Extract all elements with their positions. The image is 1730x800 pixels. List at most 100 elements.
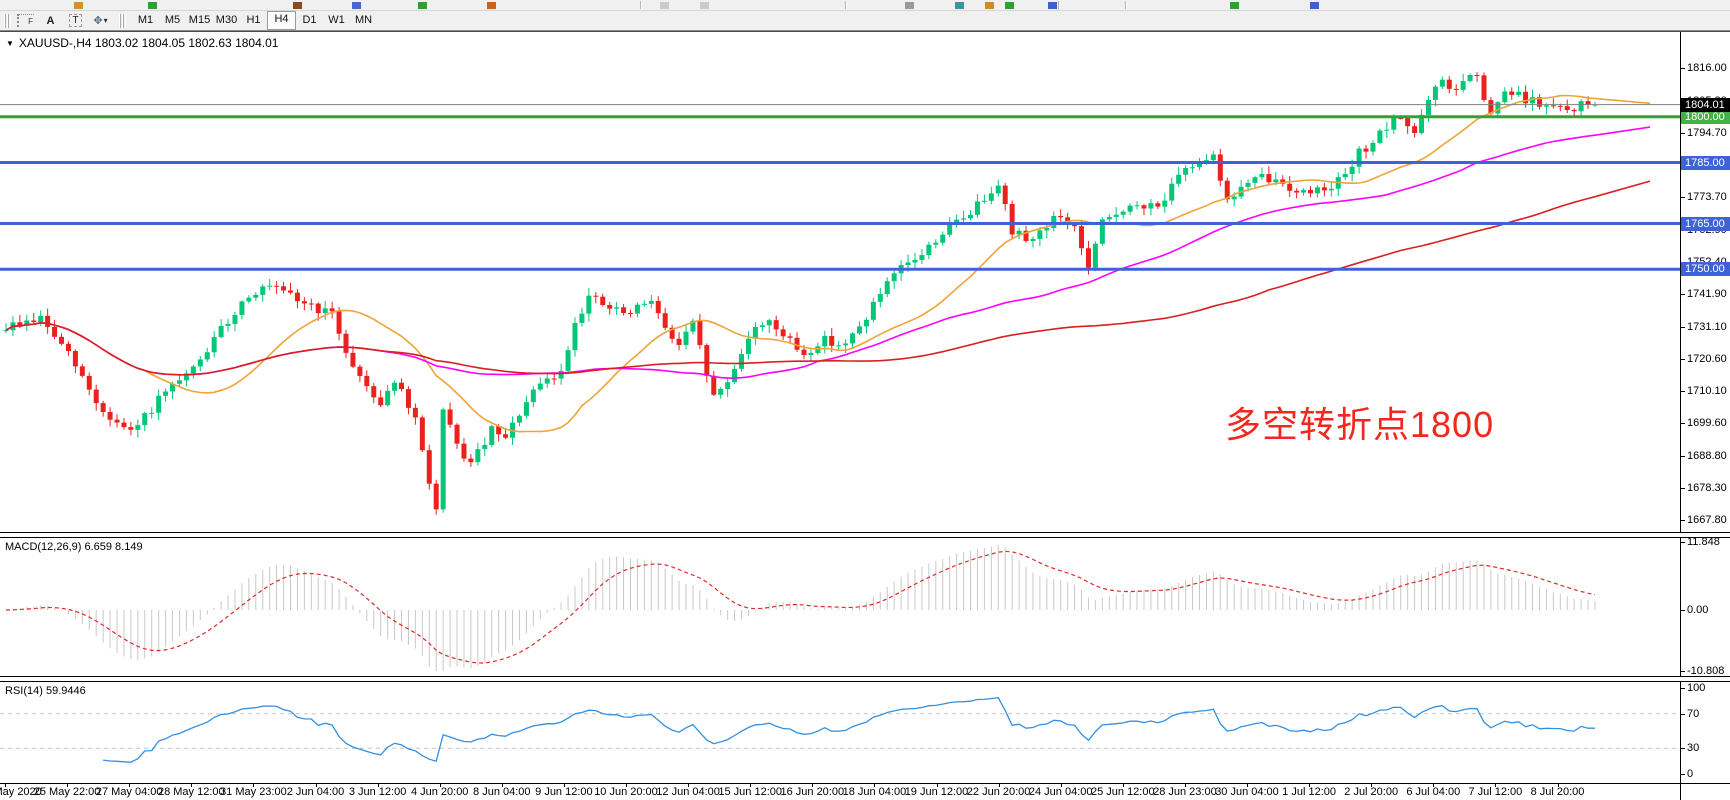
clipped-toolbar-icon [955,2,964,9]
time-tick-mark [998,784,1000,787]
clipped-toolbar-icon [905,2,914,9]
timeframe-M15[interactable]: M15 [188,14,211,26]
macd-tick-mark [1681,542,1685,543]
time-tick-mark [1122,784,1124,787]
macd-svg [5,545,1596,671]
time-tick-mark [874,784,876,787]
timeframe-W1[interactable]: W1 [328,14,345,26]
rsi-tick-label: 0 [1687,768,1694,780]
time-label: 3 Jun 12:00 [348,786,407,798]
text-label-icon: T [69,14,82,27]
time-label: 27 May 04:00 [95,786,163,798]
price-tick-mark [1681,68,1685,69]
time-label: 24 Jun 04:00 [1028,786,1093,798]
toolbar-drag-handle[interactable] [119,13,126,28]
clipped-toolbar-icon [352,2,361,9]
macd-tick-mark [1681,610,1685,611]
timeframe-D1[interactable]: D1 [302,14,317,26]
timeframe-MN[interactable]: MN [354,14,373,26]
rsi-line [103,697,1595,763]
time-label: 7 Jul 12:00 [1468,786,1523,798]
time-label: 15 Jun 12:00 [718,786,782,798]
time-label: 28 May 12:00 [157,786,225,798]
time-label: 2 Jun 04:00 [286,786,345,798]
time-label: 12 Jun 04:00 [656,786,720,798]
timeframe-buttons: M1 M5 M15 M30 H1 H4 D1 W1 MN [132,11,377,30]
rsi-tick-mark [1681,688,1685,689]
time-label: 22 Jun 20:00 [966,786,1031,798]
fibonacci-icon: F [17,14,34,27]
macd-label: MACD(12,26,9) 6.659 8.149 [5,541,143,553]
rsi-canvas[interactable]: RSI(14) 59.9446 [0,682,1680,783]
text-tool-button[interactable]: A [39,13,62,29]
time-label: 1 Jul 12:00 [1282,786,1336,798]
rsi-tick-mark [1681,748,1685,750]
panel-separator[interactable] [0,676,1730,682]
macd-canvas[interactable]: MACD(12,26,9) 6.659 8.149 [0,538,1680,676]
toolbar-drag-handle[interactable] [4,13,11,28]
timeframe-M5[interactable]: M5 [164,14,181,26]
line-studies-and-timeframe-toolbar: F A T ✥ ▾ M1 M5 M15 M30 H1 H4 D1 W1 MN [0,11,1730,31]
chevron-down-icon: ▾ [103,16,108,25]
time-label: 31 May 23:00 [220,786,287,798]
timeframe-H4[interactable]: H4 [267,11,296,30]
clipped-toolbar-icon [293,2,302,9]
panel-separator[interactable] [0,532,1730,538]
toolbar-separator [1058,1,1059,9]
fibonacci-tool-button[interactable]: F [14,13,37,29]
time-tick-mark [688,784,690,787]
clipped-toolbar-icon [1230,2,1239,9]
chart-symbol-title: ▼ XAUUSD-,H4 1803.02 1804.05 1802.63 180… [6,36,278,50]
time-label: 30 Jun 04:00 [1215,786,1279,798]
time-tick-mark [191,784,193,787]
time-label: 4 Jun 20:00 [410,786,469,798]
timeframe-H1[interactable]: H1 [246,14,261,26]
price-tick-label: 1794.70 [1687,126,1727,139]
time-label: 2 Jul 20:00 [1344,786,1399,798]
price-tick-mark [1681,390,1685,392]
time-label: 8 Jun 04:00 [473,786,531,798]
time-tick-mark [1060,784,1062,787]
price-tick-mark [1681,520,1685,521]
main-chart-canvas[interactable]: ▼ XAUUSD-,H4 1803.02 1804.05 1802.63 180… [0,32,1680,532]
rsi-svg [0,697,1680,763]
macd-tick-mark [1681,671,1685,672]
macd-axis: 11.848 0.00 -10.808 [1680,538,1730,676]
macd-tick-label: -10.808 [1687,665,1725,676]
price-tick-label: 1720.60 [1687,352,1727,365]
chart-title-text: XAUUSD-,H4 1803.02 1804.05 1802.63 1804.… [18,36,279,50]
chart-window: ▼ XAUUSD-,H4 1803.02 1804.05 1802.63 180… [0,31,1730,800]
clipped-toolbar-icon [1048,2,1057,9]
time-label: 10 Jun 20:00 [594,786,658,798]
rsi-tick-label: 100 [1687,682,1706,694]
price-tick-label: 1741.90 [1687,288,1727,300]
time-label: 18 Jun 04:00 [842,786,907,798]
price-tick-label: 1773.70 [1687,191,1727,203]
text-label-tool-button[interactable]: T [64,13,87,29]
time-label: 28 Jun 23:00 [1153,786,1217,798]
price-tick-label: 1688.80 [1687,449,1727,462]
support-line-price-label: 1765.00 [1681,216,1730,231]
toolbar-separator [1125,1,1126,9]
support-line-price-label: 1750.00 [1681,262,1730,277]
clipped-toolbar-icon [700,2,709,9]
macd-tick-label: 11.848 [1687,538,1720,548]
price-tick-label: 1710.10 [1687,384,1727,397]
arrows-tool-button[interactable]: ✥ ▾ [89,13,112,29]
timeframe-M30[interactable]: M30 [215,14,238,26]
rsi-tick-mark [1681,713,1685,715]
clipped-toolbar-icon [1310,2,1319,9]
clipped-toolbar-icon [487,2,496,9]
time-tick-mark [1557,784,1559,787]
time-tick-mark [626,784,627,787]
timeframe-M1[interactable]: M1 [137,14,154,26]
time-tick-mark [750,784,752,787]
clipped-toolbar-icon [418,2,427,9]
rsi-label: RSI(14) 59.9446 [5,685,86,697]
price-tick-mark [1681,487,1685,489]
price-tick-label: 1731.10 [1687,320,1727,333]
ma-mid-line [5,126,1651,379]
text-icon: A [46,14,55,27]
price-axis[interactable]: 1816.001805.301794.701784.201773.701762.… [1680,32,1730,532]
